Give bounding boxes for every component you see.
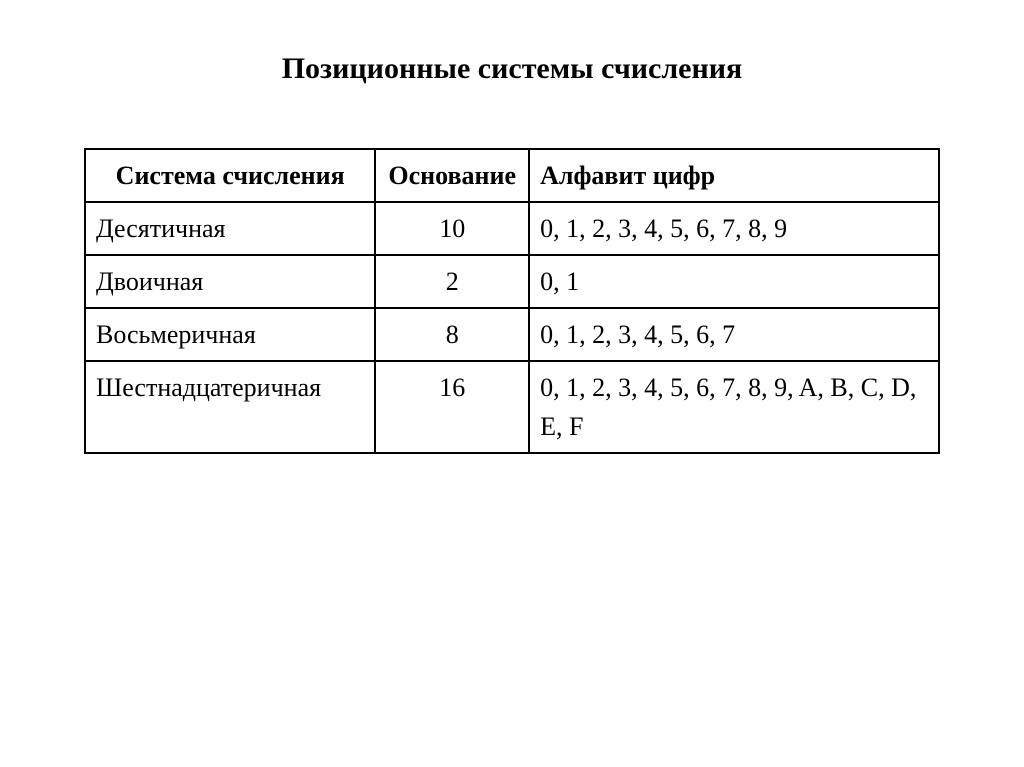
cell-base: 2 <box>375 255 529 308</box>
cell-alphabet: 0, 1, 2, 3, 4, 5, 6, 7 <box>529 308 939 361</box>
cell-alphabet: 0, 1, 2, 3, 4, 5, 6, 7, 8, 9, A, B, C, D… <box>529 361 939 453</box>
cell-system: Шестнадцатеричная <box>85 361 375 453</box>
page-title: Позиционные системы счисления <box>0 52 1024 86</box>
table-row: Восьмеричная 8 0, 1, 2, 3, 4, 5, 6, 7 <box>85 308 939 361</box>
cell-system: Восьмеричная <box>85 308 375 361</box>
cell-base: 16 <box>375 361 529 453</box>
header-base: Основание <box>375 149 529 202</box>
cell-base: 10 <box>375 202 529 255</box>
table-container: Система счисления Основание Алфавит цифр… <box>84 148 940 454</box>
cell-system: Двоичная <box>85 255 375 308</box>
table-header-row: Система счисления Основание Алфавит цифр <box>85 149 939 202</box>
header-system: Система счисления <box>85 149 375 202</box>
header-alphabet: Алфавит цифр <box>529 149 939 202</box>
table-row: Шестнадцатеричная 16 0, 1, 2, 3, 4, 5, 6… <box>85 361 939 453</box>
cell-alphabet: 0, 1, 2, 3, 4, 5, 6, 7, 8, 9 <box>529 202 939 255</box>
table-row: Двоичная 2 0, 1 <box>85 255 939 308</box>
cell-system: Десятичная <box>85 202 375 255</box>
cell-alphabet: 0, 1 <box>529 255 939 308</box>
cell-base: 8 <box>375 308 529 361</box>
table-row: Десятичная 10 0, 1, 2, 3, 4, 5, 6, 7, 8,… <box>85 202 939 255</box>
numeral-systems-table: Система счисления Основание Алфавит цифр… <box>84 148 940 454</box>
